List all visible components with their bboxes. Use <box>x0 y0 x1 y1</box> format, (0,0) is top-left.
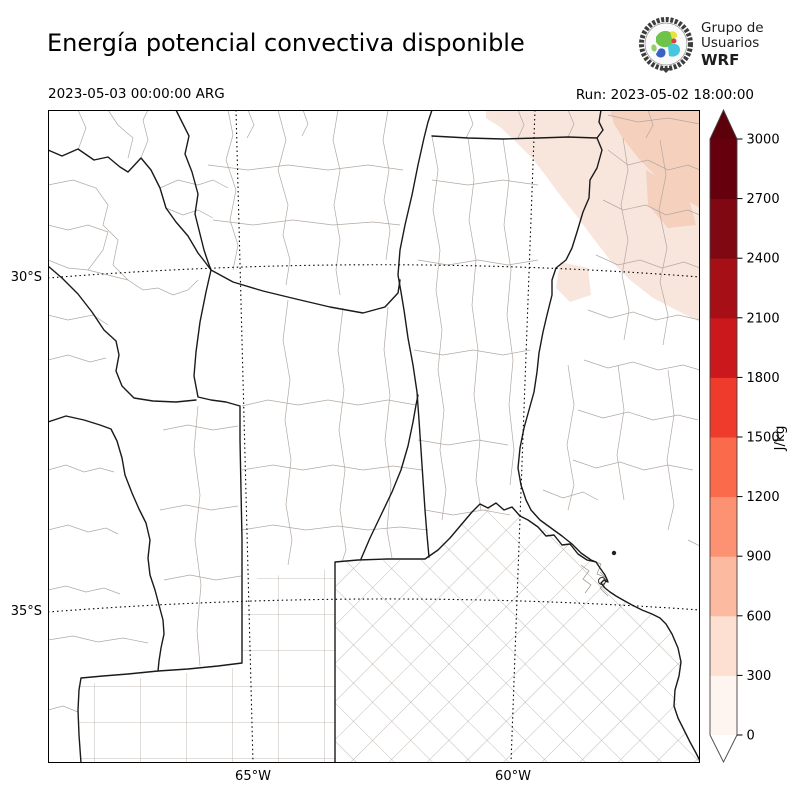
lon-tick-60w: 60°W <box>495 769 531 784</box>
colorbar-tick-label: 2100 <box>747 311 780 326</box>
colorbar-over-arrow <box>710 110 737 139</box>
colorbar-segment <box>710 258 737 319</box>
colorbar-tick-label: 0 <box>747 729 755 744</box>
logo-caption: Grupo de Usuarios WRF <box>701 20 764 70</box>
colorbar-segments <box>709 108 738 764</box>
colorbar-ticks: 0 300 600 900 1200 1500 1800 2100 2400 2700 3000 <box>737 133 780 744</box>
cape-shading-mid <box>610 110 700 228</box>
colorbar-segment <box>710 198 737 259</box>
gridline-60w <box>510 109 536 764</box>
colorbar-unit-label: J/kg <box>772 426 788 452</box>
colorbar-tick-label: 2400 <box>747 252 780 267</box>
gridline-30s <box>47 264 701 279</box>
map-canvas <box>47 109 701 764</box>
colorbar-segment <box>710 139 737 200</box>
run-time-label: Run: 2023-05-02 18:00:00 <box>575 87 754 103</box>
lat-tick-35s: 35°S <box>10 604 42 619</box>
colorbar-segment <box>710 377 737 438</box>
colorbar-tick-label: 1200 <box>747 490 780 505</box>
page-title: Energía potencial convectiva disponible <box>47 29 525 57</box>
lat-tick-30s: 30°S <box>10 270 42 285</box>
colorbar-segment <box>710 437 737 498</box>
colorbar-tick-label: 1800 <box>747 371 780 386</box>
province-boundaries <box>47 109 701 764</box>
colorbar-tick-label: 900 <box>747 550 772 565</box>
valid-time-label: 2023-05-03 00:00:00 ARG <box>48 86 225 102</box>
map-panel <box>47 109 701 764</box>
gridline-65w <box>235 109 254 764</box>
colorbar-segment <box>710 556 737 617</box>
colorbar-tick-label: 2700 <box>747 192 780 207</box>
colorbar-tick-label: 3000 <box>747 133 780 148</box>
lon-tick-65w: 65°W <box>235 769 271 784</box>
colorbar: 0 300 600 900 1200 1500 1800 2100 2400 2700 3000 J… <box>709 108 788 764</box>
colorbar-segment <box>710 615 737 676</box>
colorbar-tick-label: 300 <box>747 669 772 684</box>
colorbar-under-arrow <box>710 735 737 762</box>
logo-caption-line1: Grupo de <box>701 20 764 36</box>
map-frame <box>48 110 700 763</box>
la-pampa-departments-grid <box>78 568 335 763</box>
wrf-users-group-logo-icon <box>639 17 693 73</box>
colorbar-segment <box>710 317 737 378</box>
colorbar-segment <box>710 496 737 557</box>
colorbar-segment <box>710 675 737 736</box>
department-boundaries <box>47 109 701 713</box>
buenos-aires-departments-grid <box>335 508 700 763</box>
colorbar-tick-label: 600 <box>747 609 772 624</box>
colorbar-tick-label: 1500 <box>747 431 780 446</box>
logo-caption-wrf: WRF <box>701 51 740 69</box>
logo-caption-line2: Usuarios <box>701 35 760 51</box>
graticule-gridlines <box>47 109 701 764</box>
